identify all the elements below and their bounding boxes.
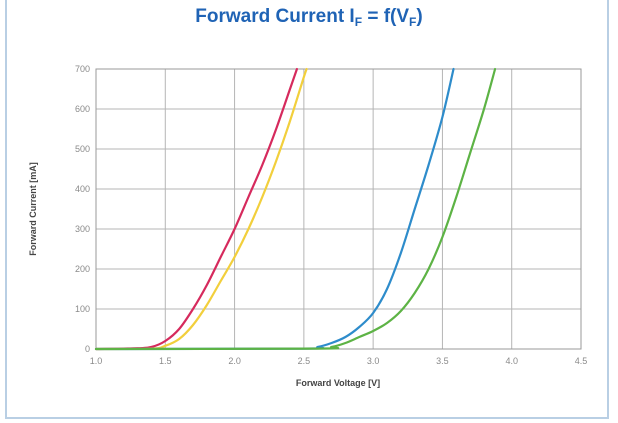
y-tick-label: 300: [75, 224, 90, 234]
x-tick-label: 2.5: [298, 356, 311, 366]
x-tick-label: 4.5: [575, 356, 588, 366]
y-tick-label: 700: [75, 64, 90, 74]
y-tick-label: 400: [75, 184, 90, 194]
series-line-4: [94, 67, 497, 351]
x-axis-label: Forward Voltage [V]: [296, 378, 380, 388]
x-tick-label: 3.5: [436, 356, 449, 366]
title-subscript-f: F: [354, 15, 363, 29]
series-line-3: [94, 67, 455, 351]
x-tick-label: 3.0: [367, 356, 380, 366]
y-tick-label: 500: [75, 144, 90, 154]
y-axis-label: Forward Current [mA]: [28, 162, 38, 256]
x-tick-label: 1.5: [159, 356, 172, 366]
series-line-1: [94, 67, 299, 351]
x-tick-label: 4.0: [505, 356, 518, 366]
grid: [95, 68, 582, 350]
x-tick-label: 1.0: [90, 356, 103, 366]
title-text: Forward Current I: [195, 6, 355, 27]
x-tick-label: 2.0: [228, 356, 241, 366]
series: [94, 67, 497, 351]
title-subscript-vf: F: [409, 15, 417, 29]
y-tick-label: 100: [75, 304, 90, 314]
chart-title: Forward Current IF = f(VF): [0, 6, 618, 29]
plot-area-border: [95, 68, 582, 350]
tick-labels: 1.0 1.5 2.0 2.5 3.0 3.5 4.0 4.5 0 100 200 300 400 500…: [75, 64, 587, 366]
title-text-mid: = f(V: [362, 6, 410, 27]
y-tick-label: 600: [75, 104, 90, 114]
series-line-2: [94, 67, 308, 351]
y-tick-label: 0: [85, 344, 90, 354]
chart-frame: [5, 0, 609, 419]
y-tick-label: 200: [75, 264, 90, 274]
title-text-end: ): [416, 6, 423, 27]
